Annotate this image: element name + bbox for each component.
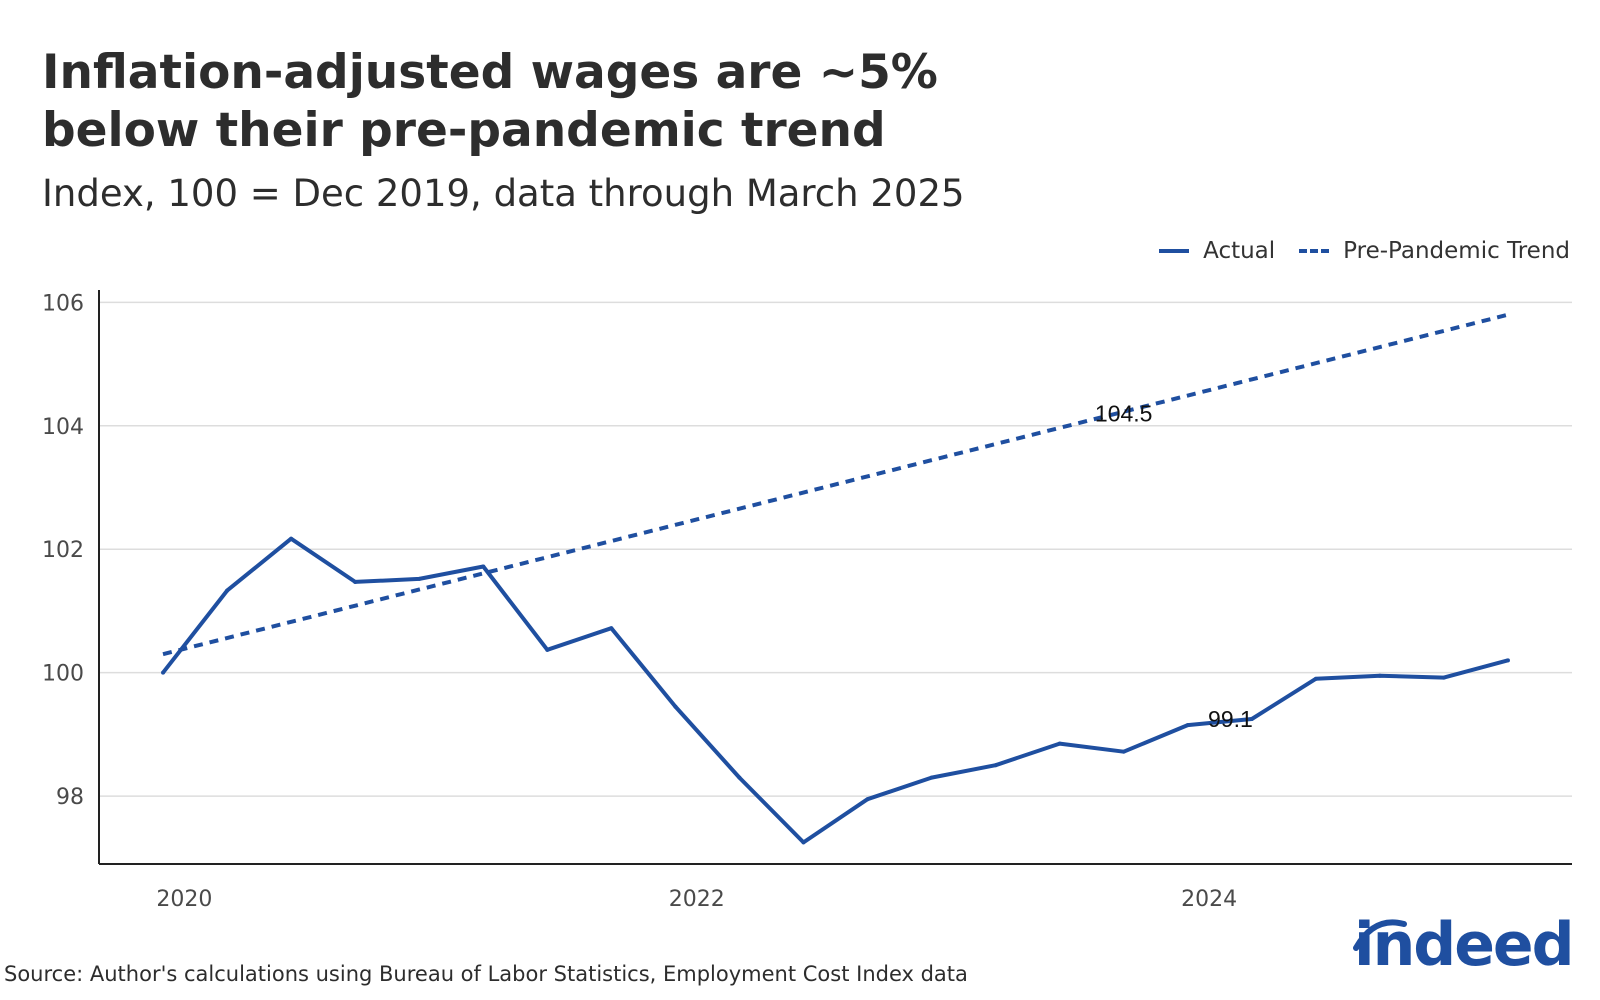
x-tick-label: 2020 bbox=[156, 887, 212, 912]
actual-data-point bbox=[673, 704, 678, 709]
actual-data-point bbox=[1441, 675, 1446, 680]
actual-data-point bbox=[1313, 676, 1318, 681]
actual-data-point bbox=[417, 576, 422, 581]
actual-data-point bbox=[929, 775, 934, 780]
actual-data-point bbox=[353, 579, 358, 584]
actual-data-point bbox=[1377, 673, 1382, 678]
legend-item-trend: Pre-Pandemic Trend bbox=[1299, 238, 1570, 264]
source-note: Source: Author's calculations using Bure… bbox=[4, 962, 968, 986]
legend: Actual Pre-Pandemic Trend bbox=[1135, 238, 1570, 264]
legend-label-actual: Actual bbox=[1203, 238, 1276, 264]
actual-data-point bbox=[225, 588, 230, 593]
actual-data-point bbox=[1121, 749, 1126, 754]
actual-data-point bbox=[1505, 658, 1510, 663]
title-line-1: Inflation-adjusted wages are ~5% bbox=[42, 45, 938, 100]
actual-data-point bbox=[481, 564, 486, 569]
legend-swatch-trend bbox=[1299, 249, 1330, 253]
y-tick-label: 104 bbox=[42, 415, 84, 440]
x-tick-label: 2022 bbox=[669, 887, 725, 912]
x-tick-label: 2024 bbox=[1181, 887, 1237, 912]
actual-data-point bbox=[993, 763, 998, 768]
actual-data-point bbox=[801, 840, 806, 845]
chart-title: Inflation-adjusted wages are ~5% below t… bbox=[42, 44, 1242, 160]
data-annotation-label: 99.1 bbox=[1208, 706, 1253, 732]
actual-data-point bbox=[1249, 716, 1254, 721]
legend-item-actual: Actual bbox=[1159, 238, 1275, 264]
actual-data-point bbox=[545, 647, 550, 652]
actual-data-point bbox=[1057, 741, 1062, 746]
actual-data-point bbox=[737, 775, 742, 780]
y-tick-label: 106 bbox=[42, 291, 84, 316]
y-tick-label: 98 bbox=[56, 785, 84, 810]
legend-label-trend: Pre-Pandemic Trend bbox=[1343, 238, 1570, 264]
chart-subtitle: Index, 100 = Dec 2019, data through Marc… bbox=[42, 172, 965, 215]
actual-data-point bbox=[1185, 723, 1190, 728]
logo-arc-icon bbox=[1353, 919, 1407, 951]
actual-data-point bbox=[609, 626, 614, 631]
logo-wordmark: indeed bbox=[1354, 910, 1575, 980]
trend-series-line bbox=[162, 312, 1509, 657]
actual-data-point bbox=[865, 797, 870, 802]
legend-swatch-actual bbox=[1159, 249, 1190, 253]
actual-series-line bbox=[161, 536, 1509, 845]
y-tick-label: 100 bbox=[42, 662, 84, 687]
data-annotation-label: 104.5 bbox=[1095, 400, 1153, 426]
actual-data-point bbox=[161, 670, 166, 675]
actual-data-point bbox=[289, 536, 294, 541]
y-tick-label: 102 bbox=[42, 538, 84, 563]
indeed-logo: indeed bbox=[1353, 910, 1575, 990]
title-line-2: below their pre-pandemic trend bbox=[42, 103, 886, 158]
